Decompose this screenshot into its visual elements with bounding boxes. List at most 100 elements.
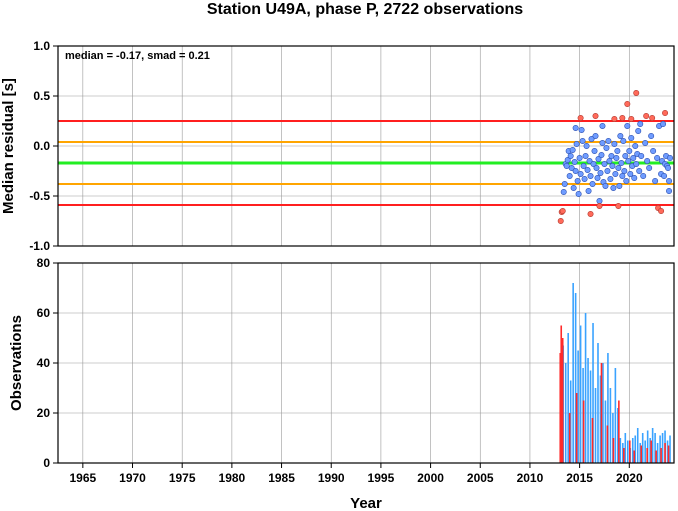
- residual-point: [579, 138, 586, 145]
- residual-point: [620, 138, 627, 145]
- residual-point: [633, 161, 640, 168]
- outlier-point: [649, 115, 656, 122]
- observation-bar: [655, 450, 657, 463]
- observation-bar: [650, 440, 652, 463]
- residual-point: [623, 178, 630, 185]
- observation-bar: [656, 443, 659, 463]
- residual-point: [588, 136, 595, 143]
- residual-point: [660, 121, 667, 128]
- outlier-point: [557, 218, 564, 225]
- residual-point: [632, 143, 639, 150]
- residual-point: [572, 168, 579, 175]
- y-tick-label: 1.0: [33, 39, 50, 53]
- observation-bar: [607, 353, 609, 463]
- residual-point: [581, 176, 588, 183]
- observation-bar: [584, 313, 587, 463]
- residual-point: [607, 176, 614, 183]
- observation-bar: [602, 363, 604, 463]
- observation-bar: [589, 370, 592, 463]
- observation-bar: [575, 393, 578, 463]
- residual-point: [654, 155, 661, 162]
- residual-point: [630, 155, 637, 162]
- observation-bar: [623, 448, 625, 463]
- observation-bar: [644, 440, 646, 463]
- observation-bar: [564, 363, 567, 463]
- observation-bar: [597, 343, 599, 463]
- observation-bar: [627, 440, 629, 463]
- observation-bar: [634, 435, 637, 463]
- residual-point: [573, 141, 580, 148]
- outlier-point: [658, 208, 665, 215]
- residual-point: [590, 161, 597, 168]
- observations-panel: 0 20 40 60 80 1965 1970 1975 1980 1985 1990 1995 20…: [8, 256, 675, 511]
- residual-point: [568, 165, 575, 172]
- x-tick-label: 2005: [467, 471, 494, 485]
- y-tick-label: 60: [37, 306, 51, 320]
- observation-bar: [567, 333, 569, 463]
- observation-bar: [659, 435, 661, 463]
- x-tick-label: 1970: [119, 471, 146, 485]
- residual-panel: -1.0 -0.5 0.0 0.5 1.0 median = -0.17, smad =…: [0, 39, 675, 253]
- outlier-point: [587, 211, 594, 218]
- observation-bar: [646, 430, 649, 463]
- chart-title: Station U49A, phase P, 2722 observations: [207, 1, 523, 18]
- residual-point: [625, 158, 632, 165]
- residual-point: [615, 165, 622, 172]
- observation-bar: [624, 433, 627, 463]
- residual-point: [586, 158, 593, 165]
- y-tick-label: -0.5: [29, 189, 50, 203]
- x-tick-label: 2000: [417, 471, 444, 485]
- residual-point: [617, 133, 624, 140]
- observations-y-axis-label: Observations: [8, 315, 25, 411]
- residual-points: [557, 90, 674, 225]
- observation-bar: [604, 400, 607, 463]
- residual-point: [618, 160, 625, 167]
- residual-y-axis-label: Median residual [s]: [0, 78, 17, 214]
- observation-bar: [640, 445, 643, 463]
- residual-point: [560, 189, 567, 196]
- residual-point: [666, 188, 673, 195]
- x-tick-label: 2010: [517, 471, 544, 485]
- residual-point: [628, 135, 635, 142]
- x-tick-label: 1985: [268, 471, 295, 485]
- observation-bar: [594, 388, 597, 463]
- residual-point: [605, 138, 612, 145]
- residual-point: [650, 148, 657, 155]
- residual-point: [635, 128, 642, 135]
- observation-bar: [628, 440, 631, 463]
- outlier-point: [643, 113, 650, 120]
- outlier-point: [662, 110, 669, 117]
- residual-point: [648, 133, 655, 140]
- residual-point: [574, 178, 581, 185]
- outlier-point: [611, 116, 618, 123]
- residual-point: [644, 158, 651, 165]
- residual-point: [589, 181, 596, 188]
- observation-bar: [660, 448, 662, 463]
- residual-point: [638, 153, 645, 160]
- residual-point: [580, 163, 587, 170]
- residual-point: [582, 153, 589, 160]
- residual-grid: [58, 46, 674, 246]
- outlier-point: [577, 115, 584, 122]
- observation-bar: [622, 443, 624, 463]
- observation-bar: [669, 435, 671, 463]
- observation-bar: [592, 323, 594, 463]
- residual-point: [646, 165, 653, 172]
- observation-bar: [649, 438, 651, 463]
- observation-bar: [561, 338, 564, 463]
- residual-point: [601, 161, 608, 168]
- residual-point: [616, 183, 623, 190]
- observation-bar: [614, 368, 617, 463]
- residual-point: [606, 158, 613, 165]
- x-tick-label: 1980: [219, 471, 246, 485]
- observation-bar: [572, 283, 574, 463]
- residual-point: [665, 165, 672, 172]
- outlier-point: [619, 115, 626, 122]
- observation-bar: [646, 448, 648, 463]
- residual-point: [585, 188, 592, 195]
- residual-point: [652, 178, 659, 185]
- observation-bar: [560, 325, 563, 463]
- observation-bar: [654, 433, 656, 463]
- outlier-point: [624, 101, 631, 108]
- x-tick-label: 1995: [368, 471, 395, 485]
